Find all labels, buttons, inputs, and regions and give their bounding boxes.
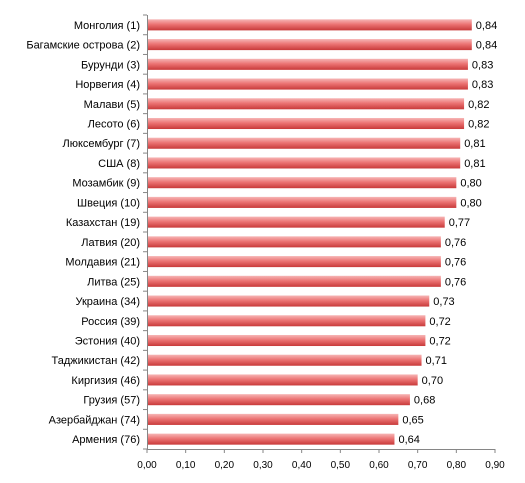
category-labels: Монголия (1) Багамские острова (2) Бурунди… bbox=[26, 20, 140, 446]
bar bbox=[147, 315, 426, 327]
data-label: 0,76 bbox=[445, 237, 466, 249]
data-label: 0,68 bbox=[414, 395, 435, 407]
bar bbox=[147, 394, 410, 406]
category-label: Литва (25) bbox=[87, 276, 140, 288]
category-label: Багамские острова (2) bbox=[26, 40, 140, 52]
bar bbox=[147, 137, 461, 149]
category-label: Украина (34) bbox=[76, 296, 141, 308]
category-label: Швеция (10) bbox=[77, 197, 140, 209]
x-tick-label: 0,50 bbox=[331, 460, 351, 471]
bar bbox=[147, 295, 430, 307]
category-label: Бурунди (3) bbox=[81, 59, 140, 71]
bar bbox=[147, 19, 472, 31]
x-tick-label: 0,30 bbox=[253, 460, 273, 471]
category-label: Латвия (20) bbox=[81, 237, 140, 249]
category-label: Грузия (57) bbox=[83, 395, 140, 407]
bar bbox=[147, 334, 426, 347]
category-label: Казахстан (19) bbox=[66, 217, 140, 229]
data-label: 0,80 bbox=[460, 197, 481, 209]
x-tick-label: 0,00 bbox=[137, 460, 157, 471]
bar bbox=[147, 236, 441, 248]
bar bbox=[147, 98, 465, 110]
bar bbox=[147, 78, 468, 90]
bar bbox=[147, 413, 399, 425]
x-tick-label: 0,80 bbox=[447, 460, 467, 471]
x-tick-label: 0,20 bbox=[215, 460, 235, 471]
category-label: Люксембург (7) bbox=[62, 138, 140, 150]
data-label: 0,65 bbox=[402, 414, 423, 426]
x-tick-label: 0,40 bbox=[292, 460, 312, 471]
category-label: Таджикистан (42) bbox=[52, 355, 140, 367]
category-label: Россия (39) bbox=[81, 316, 140, 328]
bar bbox=[147, 39, 472, 51]
category-label: Малави (5) bbox=[84, 99, 140, 111]
x-tick-label: 0,60 bbox=[369, 460, 389, 471]
data-label: 0,77 bbox=[449, 217, 470, 229]
category-label: Норвегия (4) bbox=[75, 79, 140, 91]
data-label: 0,80 bbox=[460, 178, 481, 190]
x-tick-label: 0,70 bbox=[408, 460, 428, 471]
data-label: 0,84 bbox=[476, 40, 497, 52]
data-label: 0,76 bbox=[445, 257, 466, 269]
category-label: Армения (76) bbox=[72, 434, 140, 446]
bar bbox=[147, 374, 418, 386]
bar bbox=[147, 354, 422, 366]
data-label: 0,64 bbox=[398, 434, 419, 446]
bar bbox=[147, 256, 441, 268]
bar bbox=[147, 196, 457, 208]
data-label: 0,81 bbox=[464, 138, 485, 150]
x-tick-label: 0,90 bbox=[485, 460, 505, 471]
data-label: 0,84 bbox=[476, 20, 497, 32]
bar bbox=[147, 177, 457, 189]
value-labels: 0,84 0,84 0,83 0,83 0,82 0,82 0,81 0,81 0,80 0,80… bbox=[398, 20, 497, 446]
data-label: 0,82 bbox=[468, 119, 489, 131]
data-label: 0,71 bbox=[426, 355, 447, 367]
bar bbox=[147, 58, 468, 70]
category-label: Молдавия (21) bbox=[65, 257, 140, 269]
data-label: 0,72 bbox=[429, 336, 450, 348]
category-label: Монголия (1) bbox=[74, 20, 140, 32]
bar bbox=[147, 117, 465, 130]
data-label: 0,70 bbox=[422, 375, 443, 387]
bar bbox=[147, 433, 395, 445]
category-label: Эстония (40) bbox=[75, 336, 140, 348]
bars-group bbox=[147, 19, 472, 445]
category-label: Киргизия (46) bbox=[71, 375, 140, 387]
category-label: Лесото (6) bbox=[88, 119, 140, 131]
data-label: 0,83 bbox=[472, 59, 493, 71]
data-label: 0,83 bbox=[472, 79, 493, 91]
category-label: Мозамбик (9) bbox=[72, 178, 140, 190]
category-label: Азербайджан (74) bbox=[49, 414, 140, 426]
data-label: 0,72 bbox=[429, 316, 450, 328]
data-label: 0,81 bbox=[464, 158, 485, 170]
bar bbox=[147, 216, 445, 228]
axes bbox=[143, 14, 496, 453]
x-tick-label: 0,10 bbox=[176, 460, 196, 471]
category-label: США (8) bbox=[98, 158, 140, 170]
data-label: 0,73 bbox=[433, 296, 454, 308]
bar bbox=[147, 275, 441, 287]
bar bbox=[147, 157, 461, 169]
data-label: 0,82 bbox=[468, 99, 489, 111]
data-label: 0,76 bbox=[445, 276, 466, 288]
x-axis-ticks: 0,00 0,10 0,20 0,30 0,40 0,50 0,60 0,70 0,80 0,90 bbox=[137, 460, 505, 471]
